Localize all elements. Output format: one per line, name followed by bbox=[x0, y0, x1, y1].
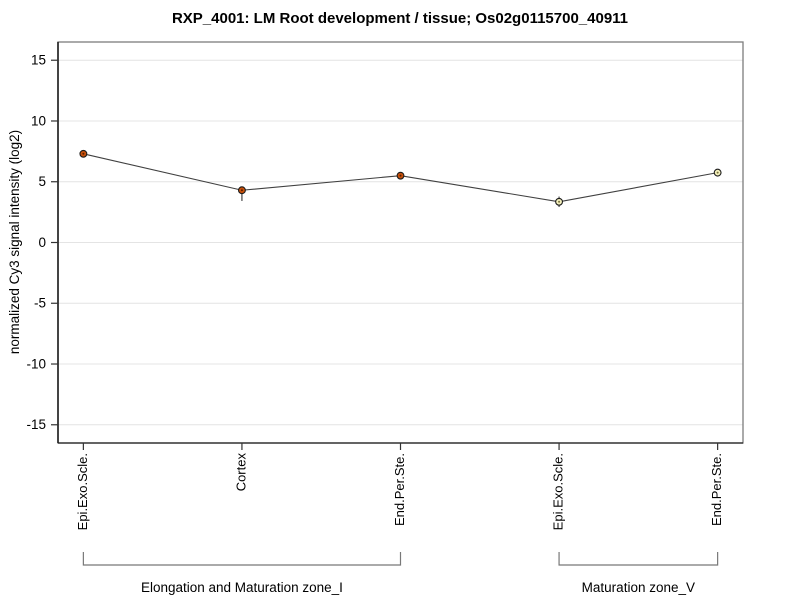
y-tick-label: 10 bbox=[31, 113, 46, 128]
data-point-center bbox=[240, 189, 243, 192]
chart-title: RXP_4001: LM Root development / tissue; … bbox=[171, 10, 629, 27]
y-tick-label: -10 bbox=[26, 356, 46, 371]
data-point-center bbox=[82, 152, 85, 155]
x-tick-label: Cortex bbox=[233, 453, 248, 492]
x-tick-label: Epi.Exo.Scle. bbox=[551, 453, 566, 530]
group-bracket bbox=[558, 552, 719, 566]
x-tick-label: End.Per.Ste. bbox=[709, 453, 724, 526]
y-tick-label: 5 bbox=[38, 174, 46, 189]
y-tick-label: 15 bbox=[31, 53, 46, 68]
y-tick-label: -15 bbox=[26, 417, 46, 432]
data-point-center bbox=[716, 171, 719, 174]
y-tick-label: -5 bbox=[34, 296, 46, 311]
x-tick-label: Epi.Exo.Scle. bbox=[75, 453, 90, 530]
group-bracket bbox=[82, 552, 402, 566]
x-tick-label: End.Per.Ste. bbox=[392, 453, 407, 526]
y-tick-label: 0 bbox=[38, 235, 46, 250]
data-point-center bbox=[558, 200, 561, 203]
group-label: Maturation zone_V bbox=[582, 580, 695, 595]
data-point-center bbox=[399, 174, 402, 177]
group-label: Elongation and Maturation zone_I bbox=[141, 580, 343, 595]
